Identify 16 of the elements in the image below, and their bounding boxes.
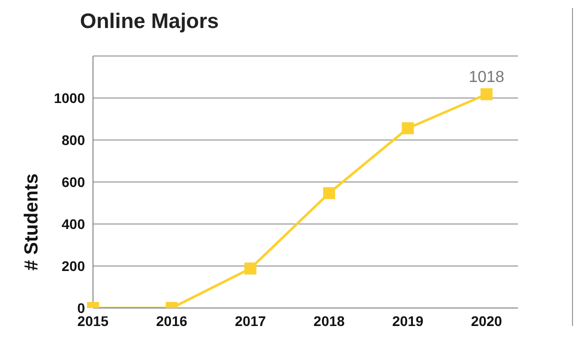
y-tick-label: 800 — [62, 132, 86, 148]
x-tick-label: 2016 — [156, 312, 188, 329]
point — [323, 187, 336, 200]
chart-title: Online Majors — [80, 10, 219, 34]
y-tick-label: 600 — [62, 174, 86, 190]
y-tick-label: 400 — [62, 216, 86, 232]
y-axis-title: # Students — [22, 173, 43, 271]
x-tick-label: 2019 — [392, 312, 424, 329]
y-tick-label: 1000 — [54, 90, 86, 106]
x-tick-label: 2020 — [470, 312, 502, 329]
x-tick-label: 2017 — [234, 312, 266, 329]
x-tick-label: 2018 — [314, 312, 345, 329]
y-tick-label: 200 — [62, 258, 86, 274]
point — [480, 88, 493, 100]
point — [402, 122, 414, 134]
data-label: 1018 — [468, 69, 504, 86]
